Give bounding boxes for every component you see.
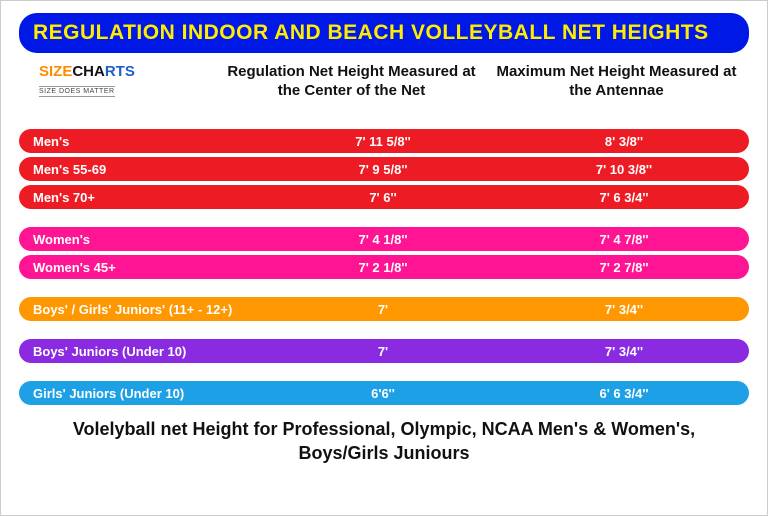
row-label: Men's 55-69 bbox=[23, 162, 263, 177]
row-value-antennae: 7' 4 7/8'' bbox=[503, 232, 745, 247]
group-gap bbox=[19, 367, 749, 381]
row-label: Men's bbox=[23, 134, 263, 149]
row-value-center: 7' bbox=[263, 344, 503, 359]
logo-main: SIZECHARTS bbox=[39, 63, 219, 80]
row-value-antennae: 7' 3/4'' bbox=[503, 302, 745, 317]
row-value-center: 7' 11 5/8'' bbox=[263, 134, 503, 149]
page-title: REGULATION INDOOR AND BEACH VOLLEYBALL N… bbox=[19, 13, 749, 53]
column-header-center: Regulation Net Height Measured at the Ce… bbox=[219, 63, 484, 101]
row-label: Boys' / Girls' Juniors' (11+ - 12+) bbox=[23, 302, 263, 317]
table-row: Men's7' 11 5/8''8' 3/8'' bbox=[19, 129, 749, 153]
logo-word-cha: CHA bbox=[72, 63, 105, 80]
column-headers: Regulation Net Height Measured at the Ce… bbox=[219, 63, 749, 101]
row-value-center: 7' 9 5/8'' bbox=[263, 162, 503, 177]
page-container: REGULATION INDOOR AND BEACH VOLLEYBALL N… bbox=[1, 1, 767, 478]
group-gap bbox=[19, 213, 749, 227]
table-row: Girls' Juniors (Under 10)6'6''6' 6 3/4'' bbox=[19, 381, 749, 405]
row-value-center: 6'6'' bbox=[263, 386, 503, 401]
table-row: Men's 70+7' 6''7' 6 3/4'' bbox=[19, 185, 749, 209]
column-header-antennae: Maximum Net Height Measured at the Anten… bbox=[484, 63, 749, 101]
footer-caption: Volelyball net Height for Professional, … bbox=[49, 417, 719, 466]
row-value-antennae: 7' 10 3/8'' bbox=[503, 162, 745, 177]
table-row: Women's 45+7' 2 1/8''7' 2 7/8'' bbox=[19, 255, 749, 279]
row-label: Men's 70+ bbox=[23, 190, 263, 205]
table-row: Boys' Juniors (Under 10)7'7' 3/4'' bbox=[19, 339, 749, 363]
logo-word-rts: RTS bbox=[105, 63, 135, 80]
logo-tagline: SIZE DOES MATTER bbox=[39, 86, 115, 97]
row-value-center: 7' 4 1/8'' bbox=[263, 232, 503, 247]
row-value-antennae: 7' 3/4'' bbox=[503, 344, 745, 359]
row-label: Boys' Juniors (Under 10) bbox=[23, 344, 263, 359]
row-label: Girls' Juniors (Under 10) bbox=[23, 386, 263, 401]
logo-word-size: SIZE bbox=[39, 63, 72, 80]
row-value-antennae: 7' 6 3/4'' bbox=[503, 190, 745, 205]
row-label: Women's bbox=[23, 232, 263, 247]
row-value-center: 7' bbox=[263, 302, 503, 317]
row-value-antennae: 8' 3/8'' bbox=[503, 134, 745, 149]
row-value-center: 7' 2 1/8'' bbox=[263, 260, 503, 275]
group-gap bbox=[19, 325, 749, 339]
header-area: SIZECHARTS SIZE DOES MATTER Regulation N… bbox=[19, 63, 749, 121]
data-rows: Men's7' 11 5/8''8' 3/8'' Men's 55-697' 9 … bbox=[19, 129, 749, 405]
table-row: Boys' / Girls' Juniors' (11+ - 12+)7'7' … bbox=[19, 297, 749, 321]
table-row: Men's 55-697' 9 5/8''7' 10 3/8'' bbox=[19, 157, 749, 181]
row-value-antennae: 7' 2 7/8'' bbox=[503, 260, 745, 275]
table-row: Women's7' 4 1/8''7' 4 7/8'' bbox=[19, 227, 749, 251]
row-value-antennae: 6' 6 3/4'' bbox=[503, 386, 745, 401]
row-label: Women's 45+ bbox=[23, 260, 263, 275]
logo: SIZECHARTS SIZE DOES MATTER bbox=[19, 63, 219, 98]
group-gap bbox=[19, 283, 749, 297]
row-value-center: 7' 6'' bbox=[263, 190, 503, 205]
